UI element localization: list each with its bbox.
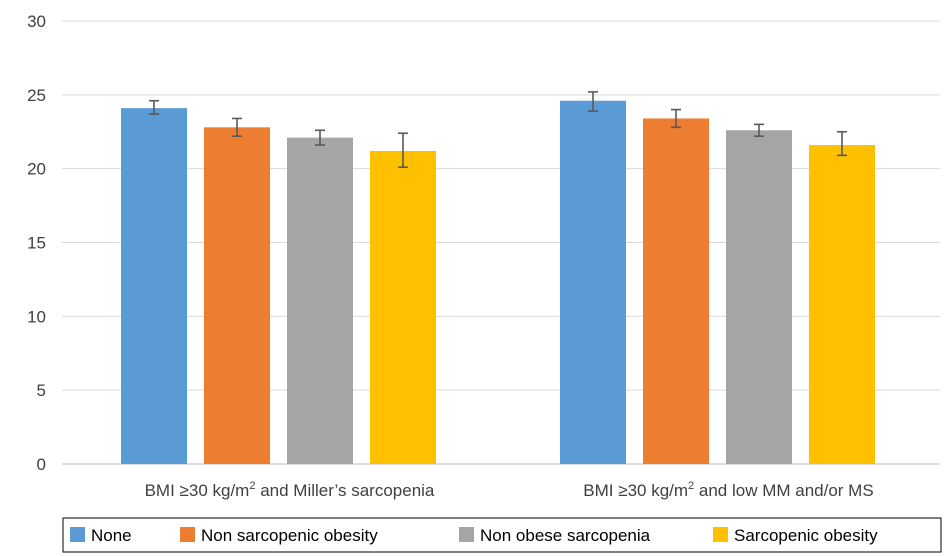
y-tick-label: 10 — [27, 307, 46, 326]
x-category-label: BMI ≥30 kg/m2 and Miller’s sarcopenia — [145, 480, 435, 500]
legend-swatch — [459, 527, 474, 542]
legend-label: Non obese sarcopenia — [480, 526, 651, 545]
error-bars — [149, 91, 847, 168]
x-axis-labels: BMI ≥30 kg/m2 and Miller’s sarcopenia BMI… — [145, 480, 874, 500]
gridlines — [62, 20, 940, 465]
bars — [121, 100, 875, 465]
legend-swatch — [180, 527, 195, 542]
legend-swatch — [713, 527, 728, 542]
legend-label: None — [91, 526, 132, 545]
bar — [370, 150, 436, 465]
bar — [560, 100, 626, 465]
y-tick-label: 0 — [37, 455, 46, 474]
y-tick-label: 5 — [37, 381, 46, 400]
x-category-label: BMI ≥30 kg/m2 and low MM and/or MS — [583, 480, 873, 500]
bar — [204, 127, 270, 464]
legend-label: Sarcopenic obesity — [734, 526, 878, 545]
y-tick-label: 15 — [27, 234, 46, 253]
bar — [121, 108, 187, 464]
bar — [287, 137, 353, 464]
legend-box — [62, 517, 942, 553]
legend-swatch — [70, 527, 85, 542]
y-tick-label: 30 — [27, 12, 46, 31]
y-axis-ticks: 0 5 10 15 20 25 30 — [27, 12, 46, 474]
y-tick-label: 20 — [27, 160, 46, 179]
legend: None Non sarcopenic obesity Non obese sarc… — [62, 517, 942, 553]
legend-label: Non sarcopenic obesity — [201, 526, 378, 545]
bar — [643, 118, 709, 465]
bar — [809, 145, 875, 465]
y-tick-label: 25 — [27, 86, 46, 105]
bar — [726, 130, 792, 465]
